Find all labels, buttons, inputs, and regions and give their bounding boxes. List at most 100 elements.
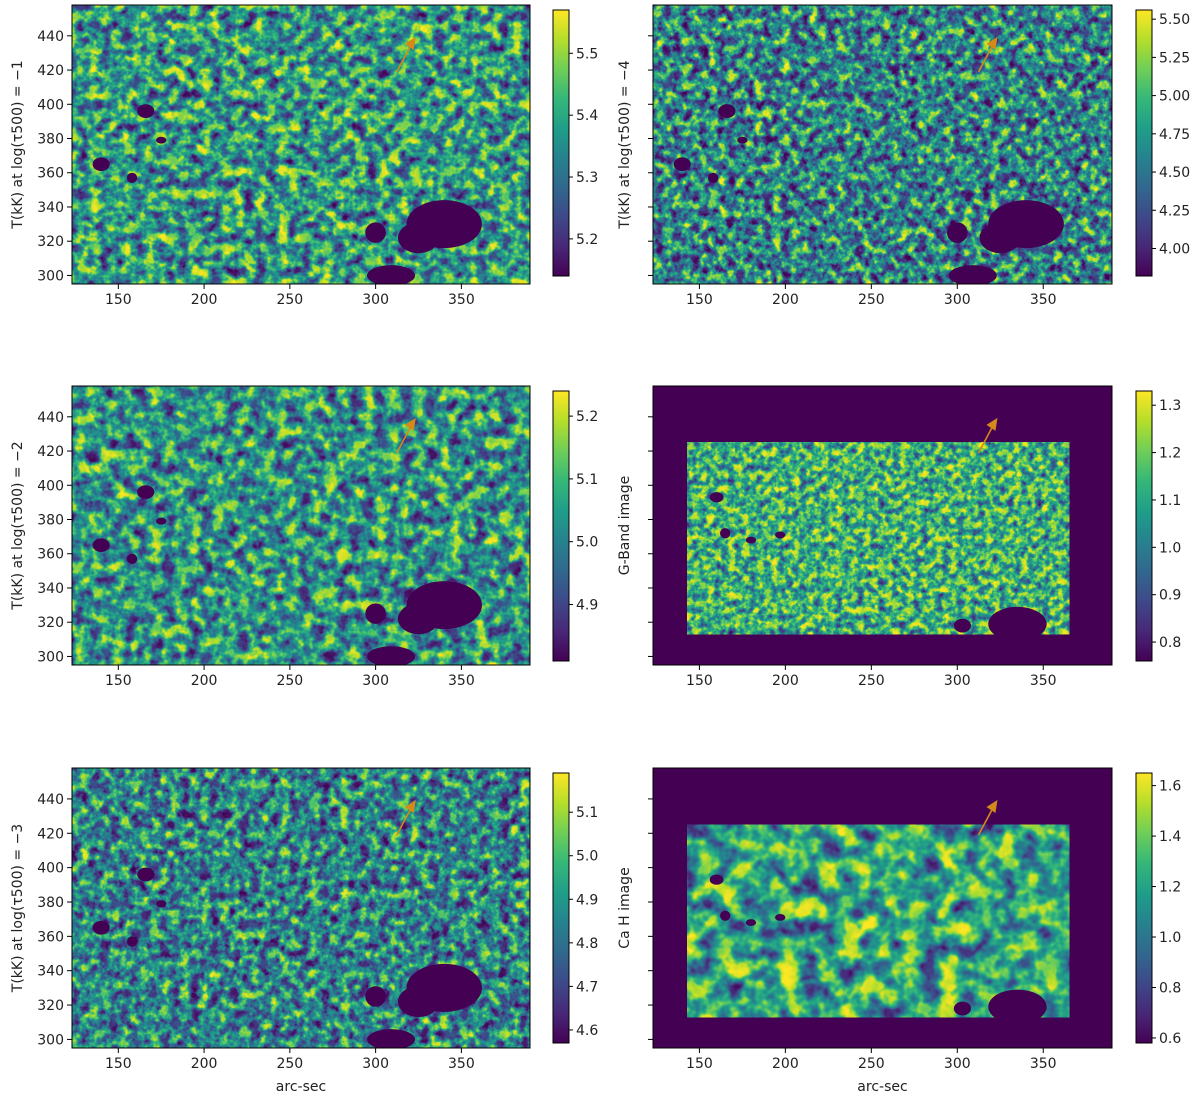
colorbar-tick-label: 0.6 [1159,1031,1181,1047]
colorbar-tick-label: 5.5 [576,46,598,62]
colorbar-tick-label: 4.75 [1159,127,1190,143]
colorbar-tick-label: 5.00 [1159,89,1190,105]
plot-frame [71,385,531,666]
x-tick-label: 150 [105,1056,132,1072]
y-tick-label: 440 [37,410,64,426]
y-axis-label: T(kK) at log(τ500) = −3 [10,824,26,993]
x-axis-label: arc-sec [857,1079,907,1095]
colorbar: 4.6 4.7 4.8 4.9 5.0 5.1 [552,772,598,1044]
x-tick-label: 200 [191,673,218,689]
y-tick-label: 420 [37,444,64,460]
colorbar-tick-label: 4.7 [576,979,598,995]
x-tick-label: 200 [772,292,799,308]
colorbar: 0.8 0.9 1.0 1.1 1.2 1.3 [1135,390,1181,662]
y-tick-label: 380 [37,132,64,148]
x-tick-label: 200 [191,292,218,308]
y-tick-label: 320 [37,998,64,1014]
x-tick-label: 250 [858,1056,885,1072]
y-tick-label: 380 [37,513,64,529]
x-axis-label: arc-sec [276,1079,326,1095]
y-tick-label: 340 [37,200,64,216]
y-axis-label: T(kK) at log(τ500) = −2 [10,441,26,610]
x-tick-label: 350 [1030,673,1057,689]
x-tick-label: 350 [1030,1056,1057,1072]
colorbar-tick-label: 4.00 [1159,241,1190,257]
colorbar-tick-label: 5.4 [576,108,598,124]
heatmap-panel-6: 150 200 250 300 350 Ca H image arc-sec 0.6 0.8 1.… [617,767,1181,1095]
colorbar-tick-label: 1.0 [1159,540,1181,556]
colorbar-tick-label: 5.0 [576,535,598,551]
heatmap-panel-2: 150 200 250 300 350 T(kK) at log(τ500) = −4 4.… [617,4,1190,308]
colorbar-tick-label: 5.1 [576,805,598,821]
direction-arrow [977,36,998,73]
heatmap-panel-4: 150 200 250 300 350 G-Band image 0.8 0.9 1.0 1.1 1… [617,385,1181,689]
colorbar-tick-label: 0.8 [1159,980,1181,996]
x-tick-label: 150 [686,292,713,308]
direction-arrow [396,417,416,454]
direction-arrow [977,800,998,836]
heatmap-panel-3: 150 200 250 300 350 300 320 340 360 380 400 420 440 T… [10,385,598,689]
y-tick-label: 340 [37,581,64,597]
y-tick-label: 400 [37,97,64,113]
colorbar: 4.9 5.0 5.1 5.2 [552,390,598,662]
y-axis-label: Ca H image [617,867,633,948]
x-tick-label: 350 [448,1056,475,1072]
x-tick-label: 250 [276,292,303,308]
sunspots [92,485,482,665]
y-tick-label: 400 [37,478,64,494]
y-tick-label: 300 [37,268,64,284]
y-tick-label: 360 [37,166,64,182]
y-axis-label: T(kK) at log(τ500) = −4 [617,60,633,230]
x-tick-label: 250 [276,673,303,689]
x-tick-label: 150 [686,673,713,689]
x-tick-label: 350 [448,292,475,308]
x-tick-label: 300 [362,673,389,689]
colorbar-tick-label: 5.50 [1159,12,1190,28]
colorbar: 4.00 4.25 4.50 4.75 5.00 5.25 5.50 [1135,9,1190,277]
y-tick-label: 380 [37,895,64,911]
colorbar-tick-label: 4.50 [1159,165,1190,181]
colorbar: 5.2 5.3 5.4 5.5 [552,9,598,277]
x-tick-label: 300 [944,292,971,308]
y-tick-label: 300 [37,649,64,665]
y-tick-label: 420 [37,826,64,842]
x-tick-label: 200 [191,1056,218,1072]
y-tick-label: 420 [37,63,64,79]
colorbar-tick-label: 1.2 [1159,880,1181,896]
heatmap-panel-1: 150 200 250 300 350 300 320 340 360 380 400 420 440 T… [10,4,598,308]
colorbar-tick-label: 5.25 [1159,50,1190,66]
y-tick-label: 320 [37,234,64,250]
y-tick-label: 440 [37,792,64,808]
colorbar-tick-label: 1.1 [1159,493,1181,509]
sunspots [92,867,482,1048]
colorbar-tick-label: 4.25 [1159,203,1190,219]
sunspots [709,492,1047,642]
colorbar-tick-label: 1.2 [1159,446,1181,462]
colorbar-tick-label: 5.1 [576,472,598,488]
x-tick-label: 300 [944,673,971,689]
colorbar-tick-label: 4.9 [576,597,598,613]
heatmap-image [653,5,1112,284]
colorbar-tick-label: 1.3 [1159,398,1181,414]
x-tick-label: 250 [858,292,885,308]
x-tick-label: 150 [686,1056,713,1072]
x-tick-label: 300 [362,292,389,308]
x-tick-label: 300 [362,1056,389,1072]
direction-arrow [396,36,416,73]
colorbar-tick-label: 5.0 [576,849,598,865]
y-tick-label: 320 [37,615,64,631]
plot-frame [652,4,1113,285]
heatmap-image [72,5,530,284]
y-axis-label: G-Band image [617,476,633,575]
y-axis-label: T(kK) at log(τ500) = −1 [10,60,26,229]
sunspots [673,104,1064,284]
plot-frame [71,767,531,1049]
colorbar-tick-label: 0.9 [1159,588,1181,604]
x-tick-label: 250 [276,1056,303,1072]
colorbar: 0.6 0.8 1.0 1.2 1.4 1.6 [1135,772,1181,1047]
y-tick-label: 360 [37,929,64,945]
heatmap-image [653,386,1112,665]
x-tick-label: 150 [105,292,132,308]
colorbar-tick-label: 1.0 [1159,930,1181,946]
